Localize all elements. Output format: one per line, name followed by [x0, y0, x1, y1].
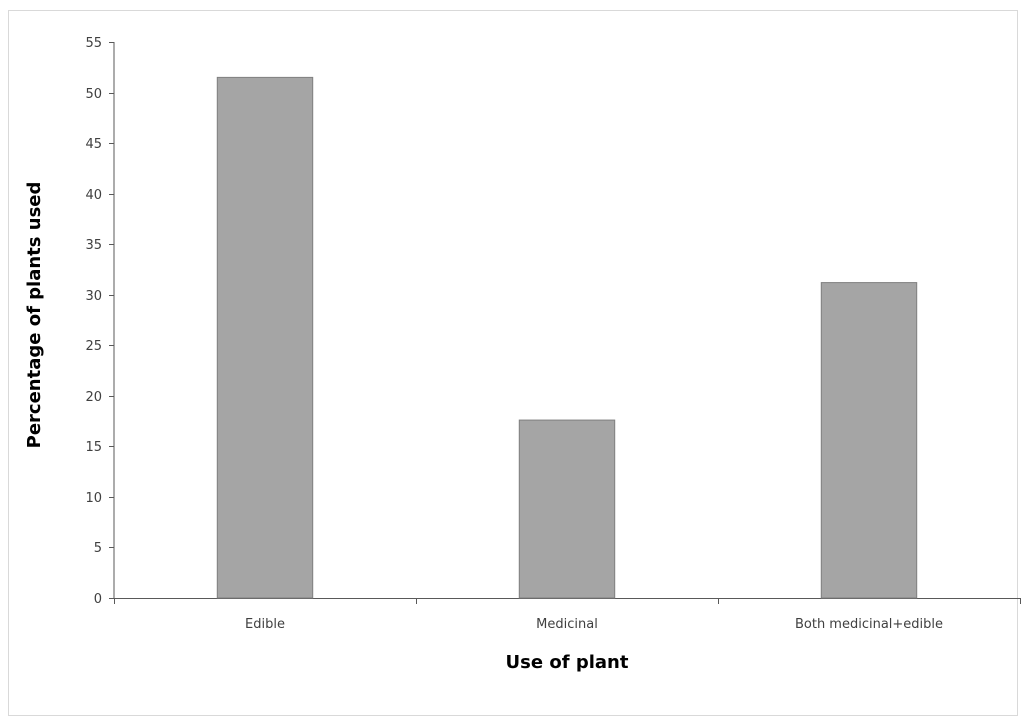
- y-tick-label: 25: [85, 339, 102, 354]
- y-axis-title: Percentage of plants used: [24, 182, 45, 449]
- y-axis: 0 5 10 15 20 25 30 35 40 45 50 55: [85, 36, 115, 607]
- y-tick-label: 30: [85, 289, 102, 304]
- x-axis-title: Use of plant: [506, 652, 629, 673]
- y-tick-label: 45: [85, 137, 102, 152]
- bar: [820, 282, 918, 599]
- x-category-label: Medicinal: [536, 617, 598, 632]
- bar: [216, 76, 314, 599]
- y-tick-label: 55: [85, 36, 102, 51]
- x-category-label: Both medicinal+edible: [795, 617, 943, 632]
- bar: [518, 419, 616, 599]
- y-tick-label: 20: [85, 390, 102, 405]
- y-tick-label: 35: [85, 238, 102, 253]
- y-tick-label: 5: [94, 541, 102, 556]
- x-category-label: Edible: [245, 617, 285, 632]
- y-tick-label: 15: [85, 440, 102, 455]
- y-tick-label: 0: [94, 592, 102, 607]
- y-tick-label: 40: [85, 188, 102, 203]
- y-tick-label: 10: [85, 491, 102, 506]
- bars: [216, 76, 918, 599]
- y-tick-label: 50: [85, 87, 102, 102]
- x-axis: Edible Medicinal Both medicinal+edible: [114, 598, 1021, 632]
